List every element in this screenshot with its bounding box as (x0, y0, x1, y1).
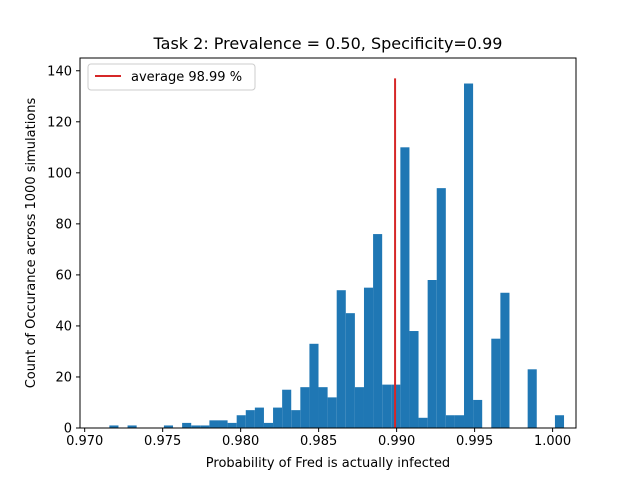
legend: average 98.99 % (87, 63, 256, 91)
histogram-bar (445, 415, 455, 428)
y-tick-label: 0 (64, 422, 72, 437)
histogram-bar (300, 387, 310, 428)
y-tick-label: 20 (55, 370, 72, 385)
histogram-bar (200, 425, 210, 428)
histogram-bar (491, 338, 501, 428)
histogram-bar (182, 422, 192, 428)
y-tick-label: 60 (55, 268, 72, 283)
histogram-bar (191, 425, 201, 428)
histogram-bar (464, 83, 474, 429)
histogram-bar (400, 147, 410, 428)
histogram-bar (427, 280, 437, 428)
histogram-bar (336, 290, 346, 428)
histogram-bar (109, 425, 119, 428)
histogram-bar (227, 422, 237, 428)
y-axis: 0 20 40 60 80 100 120 140 (47, 64, 80, 437)
histogram-bar (500, 292, 510, 428)
histogram-bar (382, 384, 392, 428)
x-tick-label: 0.990 (378, 434, 415, 449)
histogram-bar (436, 188, 446, 428)
y-tick-label: 120 (47, 115, 72, 130)
histogram-bar (454, 415, 465, 428)
x-tick-label: 0.995 (456, 434, 493, 449)
plot-area-frame (79, 57, 577, 429)
histogram-bar (363, 287, 374, 428)
histogram-bar (263, 422, 274, 428)
x-tick-label: 0.985 (300, 434, 337, 449)
histogram-bar (282, 389, 292, 428)
histogram-bar (418, 417, 428, 428)
histogram-bar (254, 407, 264, 428)
histogram-bar (163, 425, 174, 428)
legend-box (87, 63, 256, 91)
y-tick-label: 140 (47, 64, 72, 79)
histogram-bar (354, 387, 364, 428)
y-tick-label: 40 (55, 319, 72, 334)
histogram-bar (291, 410, 301, 428)
x-tick-label: 1.000 (534, 434, 571, 449)
chart-title: Task 2: Prevalence = 0.50, Specificity=0… (153, 34, 503, 53)
x-tick-label: 0.970 (66, 434, 103, 449)
histogram-bar (345, 313, 355, 428)
histogram-bar (527, 369, 537, 428)
histogram-bar (327, 397, 337, 428)
histogram-bar (309, 343, 319, 428)
histogram-bar (273, 407, 283, 428)
histogram-bar (409, 331, 419, 428)
histogram-bar (373, 234, 383, 428)
y-tick-label: 100 (47, 166, 72, 181)
x-axis-label: Probability of Fred is actually infected (206, 456, 450, 471)
histogram-bar (473, 399, 483, 428)
x-tick-label: 0.975 (144, 434, 181, 449)
histogram-bar (209, 420, 219, 428)
histogram-bar (245, 410, 255, 428)
x-axis: 0.970 0.975 0.980 0.985 0.990 0.995 1.000 (66, 428, 571, 449)
histogram-bar (236, 415, 246, 428)
histogram-bar (554, 415, 565, 428)
histogram-bars (109, 83, 565, 429)
legend-label-average: average 98.99 % (131, 70, 242, 85)
x-tick-label: 0.980 (222, 434, 259, 449)
histogram-bar (318, 387, 328, 428)
y-tick-label: 80 (55, 217, 72, 232)
histogram-bar (127, 425, 137, 428)
histogram-bar (218, 420, 228, 428)
y-axis-label: Count of Occurance across 1000 simulatio… (24, 97, 39, 388)
